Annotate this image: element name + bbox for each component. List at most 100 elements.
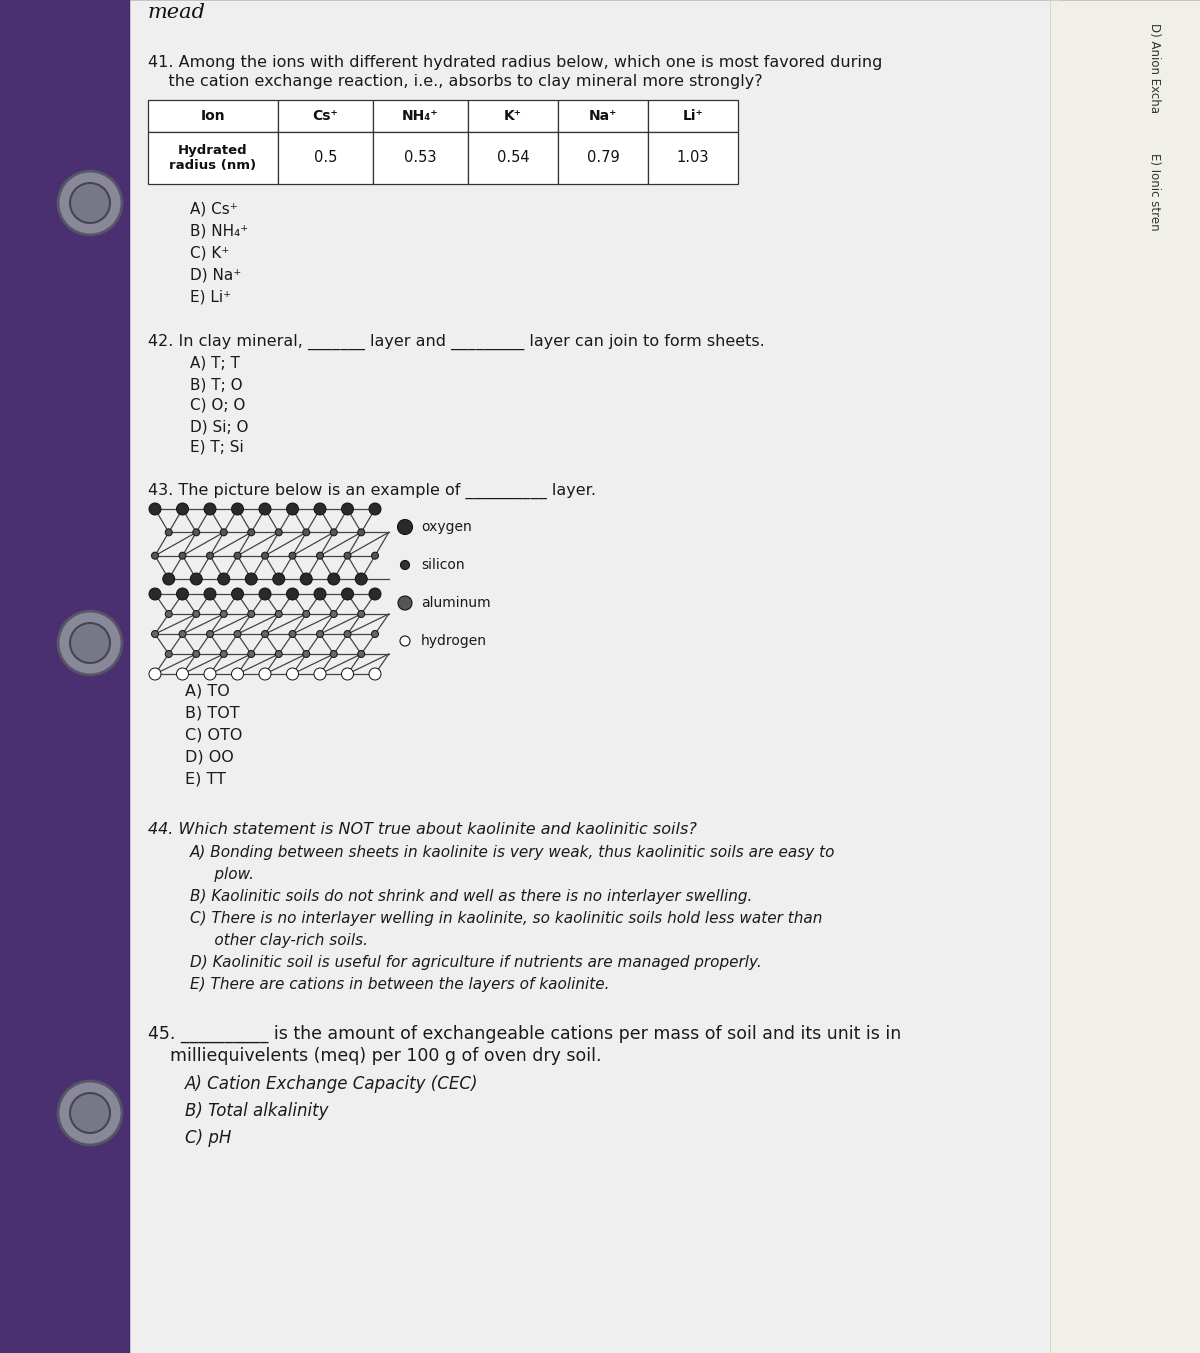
Bar <box>148 133 278 184</box>
Circle shape <box>193 651 199 658</box>
Circle shape <box>342 668 354 681</box>
Circle shape <box>302 651 310 658</box>
Circle shape <box>302 610 310 617</box>
Bar <box>278 133 373 184</box>
Text: D) OO: D) OO <box>185 750 234 764</box>
Text: NH₄⁺: NH₄⁺ <box>402 110 439 123</box>
Text: D) Na⁺: D) Na⁺ <box>190 268 241 283</box>
Text: E) Ionic stren: E) Ionic stren <box>1148 153 1162 230</box>
Circle shape <box>275 651 282 658</box>
Circle shape <box>176 668 188 681</box>
Bar <box>558 133 648 184</box>
Circle shape <box>358 610 365 617</box>
Text: 0.79: 0.79 <box>587 150 619 165</box>
Circle shape <box>232 668 244 681</box>
Text: K⁺: K⁺ <box>504 110 522 123</box>
Circle shape <box>217 574 229 584</box>
Text: D) Si; O: D) Si; O <box>190 419 248 434</box>
Circle shape <box>302 529 310 536</box>
Circle shape <box>372 552 378 559</box>
Circle shape <box>163 574 175 584</box>
Circle shape <box>275 610 282 617</box>
Circle shape <box>370 589 382 599</box>
Circle shape <box>234 552 241 559</box>
Text: A) T; T: A) T; T <box>190 356 240 371</box>
Text: B) TOT: B) TOT <box>185 706 240 721</box>
Text: A) TO: A) TO <box>185 685 229 700</box>
Text: 45. __________ is the amount of exchangeable cations per mass of soil and its un: 45. __________ is the amount of exchange… <box>148 1026 901 1043</box>
Circle shape <box>166 529 173 536</box>
Circle shape <box>262 552 269 559</box>
Circle shape <box>247 651 254 658</box>
Circle shape <box>232 503 244 515</box>
Bar <box>373 100 468 133</box>
Text: oxygen: oxygen <box>421 520 472 534</box>
Circle shape <box>259 668 271 681</box>
Circle shape <box>330 529 337 536</box>
Circle shape <box>358 651 365 658</box>
Circle shape <box>289 630 296 637</box>
Circle shape <box>370 503 382 515</box>
Circle shape <box>70 622 110 663</box>
Text: E) Li⁺: E) Li⁺ <box>190 290 232 304</box>
Circle shape <box>314 589 326 599</box>
Circle shape <box>179 630 186 637</box>
Bar <box>468 133 558 184</box>
Circle shape <box>355 574 367 584</box>
Circle shape <box>221 529 227 536</box>
Circle shape <box>370 668 382 681</box>
Circle shape <box>206 552 214 559</box>
Bar <box>148 100 278 133</box>
Circle shape <box>176 589 188 599</box>
Circle shape <box>166 651 173 658</box>
Circle shape <box>272 574 284 584</box>
Text: D) Kaolinitic soil is useful for agriculture if nutrients are managed properly.: D) Kaolinitic soil is useful for agricul… <box>190 955 762 970</box>
Circle shape <box>151 552 158 559</box>
Text: B) Total alkalinity: B) Total alkalinity <box>185 1101 329 1120</box>
Circle shape <box>314 668 326 681</box>
Circle shape <box>247 610 254 617</box>
Text: C) O; O: C) O; O <box>190 398 245 413</box>
Circle shape <box>317 630 324 637</box>
Bar <box>468 100 558 133</box>
Text: Ion: Ion <box>200 110 226 123</box>
Circle shape <box>398 597 412 610</box>
Text: A) Cation Exchange Capacity (CEC): A) Cation Exchange Capacity (CEC) <box>185 1076 479 1093</box>
Circle shape <box>344 630 352 637</box>
Circle shape <box>193 529 199 536</box>
Circle shape <box>70 1093 110 1132</box>
Text: milliequivelents (meq) per 100 g of oven dry soil.: milliequivelents (meq) per 100 g of oven… <box>148 1047 601 1065</box>
Text: E) TT: E) TT <box>185 773 226 787</box>
Circle shape <box>275 529 282 536</box>
Text: the cation exchange reaction, i.e., absorbs to clay mineral more strongly?: the cation exchange reaction, i.e., abso… <box>148 74 763 89</box>
Text: E) T; Si: E) T; Si <box>190 440 244 455</box>
Circle shape <box>397 520 413 534</box>
Circle shape <box>262 630 269 637</box>
Circle shape <box>176 503 188 515</box>
Circle shape <box>259 589 271 599</box>
Polygon shape <box>1050 0 1200 1353</box>
Circle shape <box>344 552 352 559</box>
Text: silicon: silicon <box>421 557 464 572</box>
Text: Li⁺: Li⁺ <box>683 110 703 123</box>
Circle shape <box>193 610 199 617</box>
Circle shape <box>234 630 241 637</box>
Text: B) NH₄⁺: B) NH₄⁺ <box>190 225 248 239</box>
Text: C) OTO: C) OTO <box>185 728 242 743</box>
Bar <box>648 100 738 133</box>
Text: 0.5: 0.5 <box>314 150 337 165</box>
Text: 0.54: 0.54 <box>497 150 529 165</box>
Text: B) T; O: B) T; O <box>190 377 242 392</box>
Circle shape <box>206 630 214 637</box>
Circle shape <box>149 589 161 599</box>
Circle shape <box>372 630 378 637</box>
Circle shape <box>247 529 254 536</box>
Circle shape <box>204 668 216 681</box>
Circle shape <box>289 552 296 559</box>
Text: 41. Among the ions with different hydrated radius below, which one is most favor: 41. Among the ions with different hydrat… <box>148 55 882 70</box>
Circle shape <box>342 503 354 515</box>
Circle shape <box>58 612 122 675</box>
Polygon shape <box>0 0 130 1353</box>
Circle shape <box>149 668 161 681</box>
Text: A) Cs⁺: A) Cs⁺ <box>190 202 238 216</box>
